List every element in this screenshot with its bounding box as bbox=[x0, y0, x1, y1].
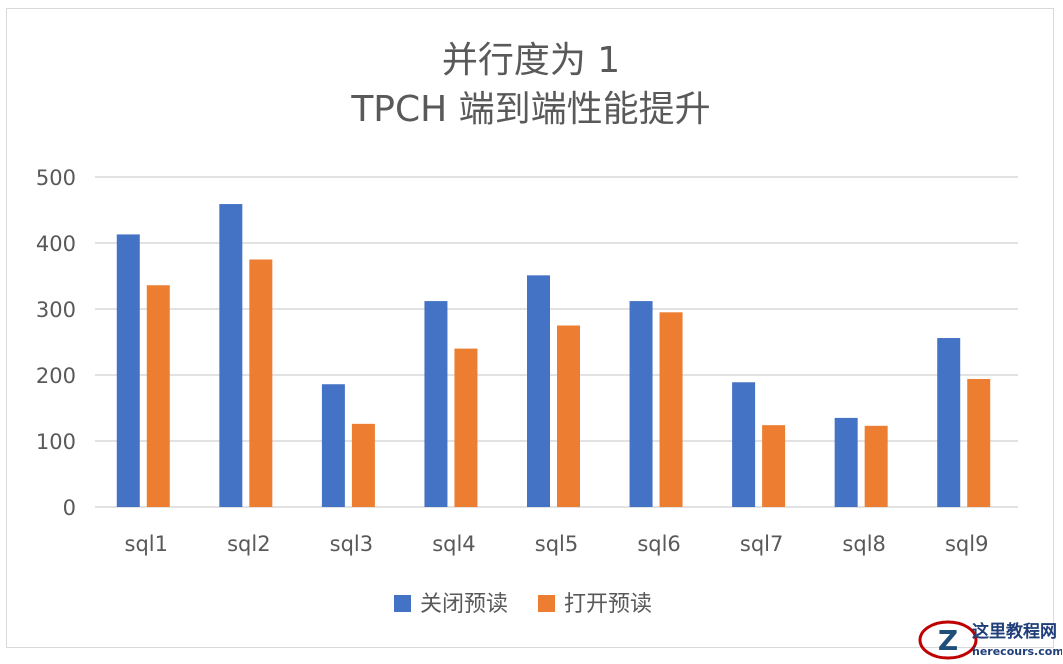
x-tick-label-sql2: sql2 bbox=[227, 532, 270, 556]
bar-sql4-series-1 bbox=[424, 301, 448, 507]
chart-title-line-1: 并行度为 1 bbox=[442, 40, 620, 81]
gridlines bbox=[95, 176, 1018, 508]
bar-sql2-series-2 bbox=[249, 259, 273, 507]
y-tick-label: 200 bbox=[36, 364, 76, 388]
y-tick-labels: 0 100 200 300 400 500 bbox=[36, 166, 76, 520]
x-tick-label-sql1: sql1 bbox=[125, 532, 168, 556]
watermark-logo-letter: Z bbox=[938, 624, 958, 657]
bar-sql2-series-1 bbox=[219, 204, 243, 507]
legend-swatch-series-1 bbox=[394, 595, 411, 612]
bar-sql6-series-2 bbox=[659, 312, 683, 507]
x-tick-label-sql6: sql6 bbox=[637, 532, 680, 556]
y-tick-label: 400 bbox=[36, 232, 76, 256]
y-tick-label: 300 bbox=[36, 298, 76, 322]
y-tick-label: 500 bbox=[36, 166, 76, 190]
bar-sql7-series-2 bbox=[762, 425, 786, 507]
bar-sql5-series-2 bbox=[557, 325, 580, 507]
bar-sql8-series-2 bbox=[864, 425, 888, 507]
bar-sql1-series-2 bbox=[146, 285, 170, 507]
bar-sql8-series-1 bbox=[834, 417, 858, 507]
legend-swatch-series-2 bbox=[538, 595, 555, 612]
bar-sql4-series-2 bbox=[454, 348, 478, 507]
x-tick-label-sql3: sql3 bbox=[330, 532, 373, 556]
bars bbox=[116, 204, 991, 508]
watermark-title: 这里教程网 bbox=[972, 621, 1057, 642]
bar-sql1-series-1 bbox=[116, 234, 140, 508]
bar-sql3-series-1 bbox=[321, 384, 345, 507]
x-tick-label-sql7: sql7 bbox=[740, 532, 783, 556]
x-tick-label-sql4: sql4 bbox=[432, 532, 475, 556]
bar-sql5-series-1 bbox=[527, 275, 550, 507]
legend-label-series-1: 关闭预读 bbox=[420, 592, 508, 617]
watermark-subtitle: herecours.com bbox=[972, 645, 1062, 658]
bar-sql9-series-1 bbox=[937, 338, 961, 507]
bar-sql3-series-2 bbox=[351, 423, 375, 507]
watermark-logo: Z 这里教程网 herecours.com bbox=[918, 620, 1063, 660]
x-tick-label-sql9: sql9 bbox=[945, 532, 988, 556]
y-tick-label: 100 bbox=[36, 430, 76, 454]
y-tick-label: 0 bbox=[63, 496, 76, 520]
x-tick-label-sql8: sql8 bbox=[842, 532, 885, 556]
chart-title-line-2: TPCH 端到端性能提升 bbox=[350, 89, 710, 130]
x-tick-labels: sql1 sql2 sql3 sql4 sql5 sql6 sql7 sql8 sql9 bbox=[125, 532, 989, 556]
legend: 关闭预读 打开预读 bbox=[394, 592, 652, 617]
bar-sql7-series-1 bbox=[732, 382, 756, 507]
legend-label-series-2: 打开预读 bbox=[564, 592, 652, 617]
watermark: Z 这里教程网 herecours.com bbox=[916, 616, 1063, 660]
bar-sql6-series-1 bbox=[629, 301, 653, 507]
bar-sql9-series-2 bbox=[967, 378, 991, 507]
x-tick-label-sql5: sql5 bbox=[535, 532, 578, 556]
